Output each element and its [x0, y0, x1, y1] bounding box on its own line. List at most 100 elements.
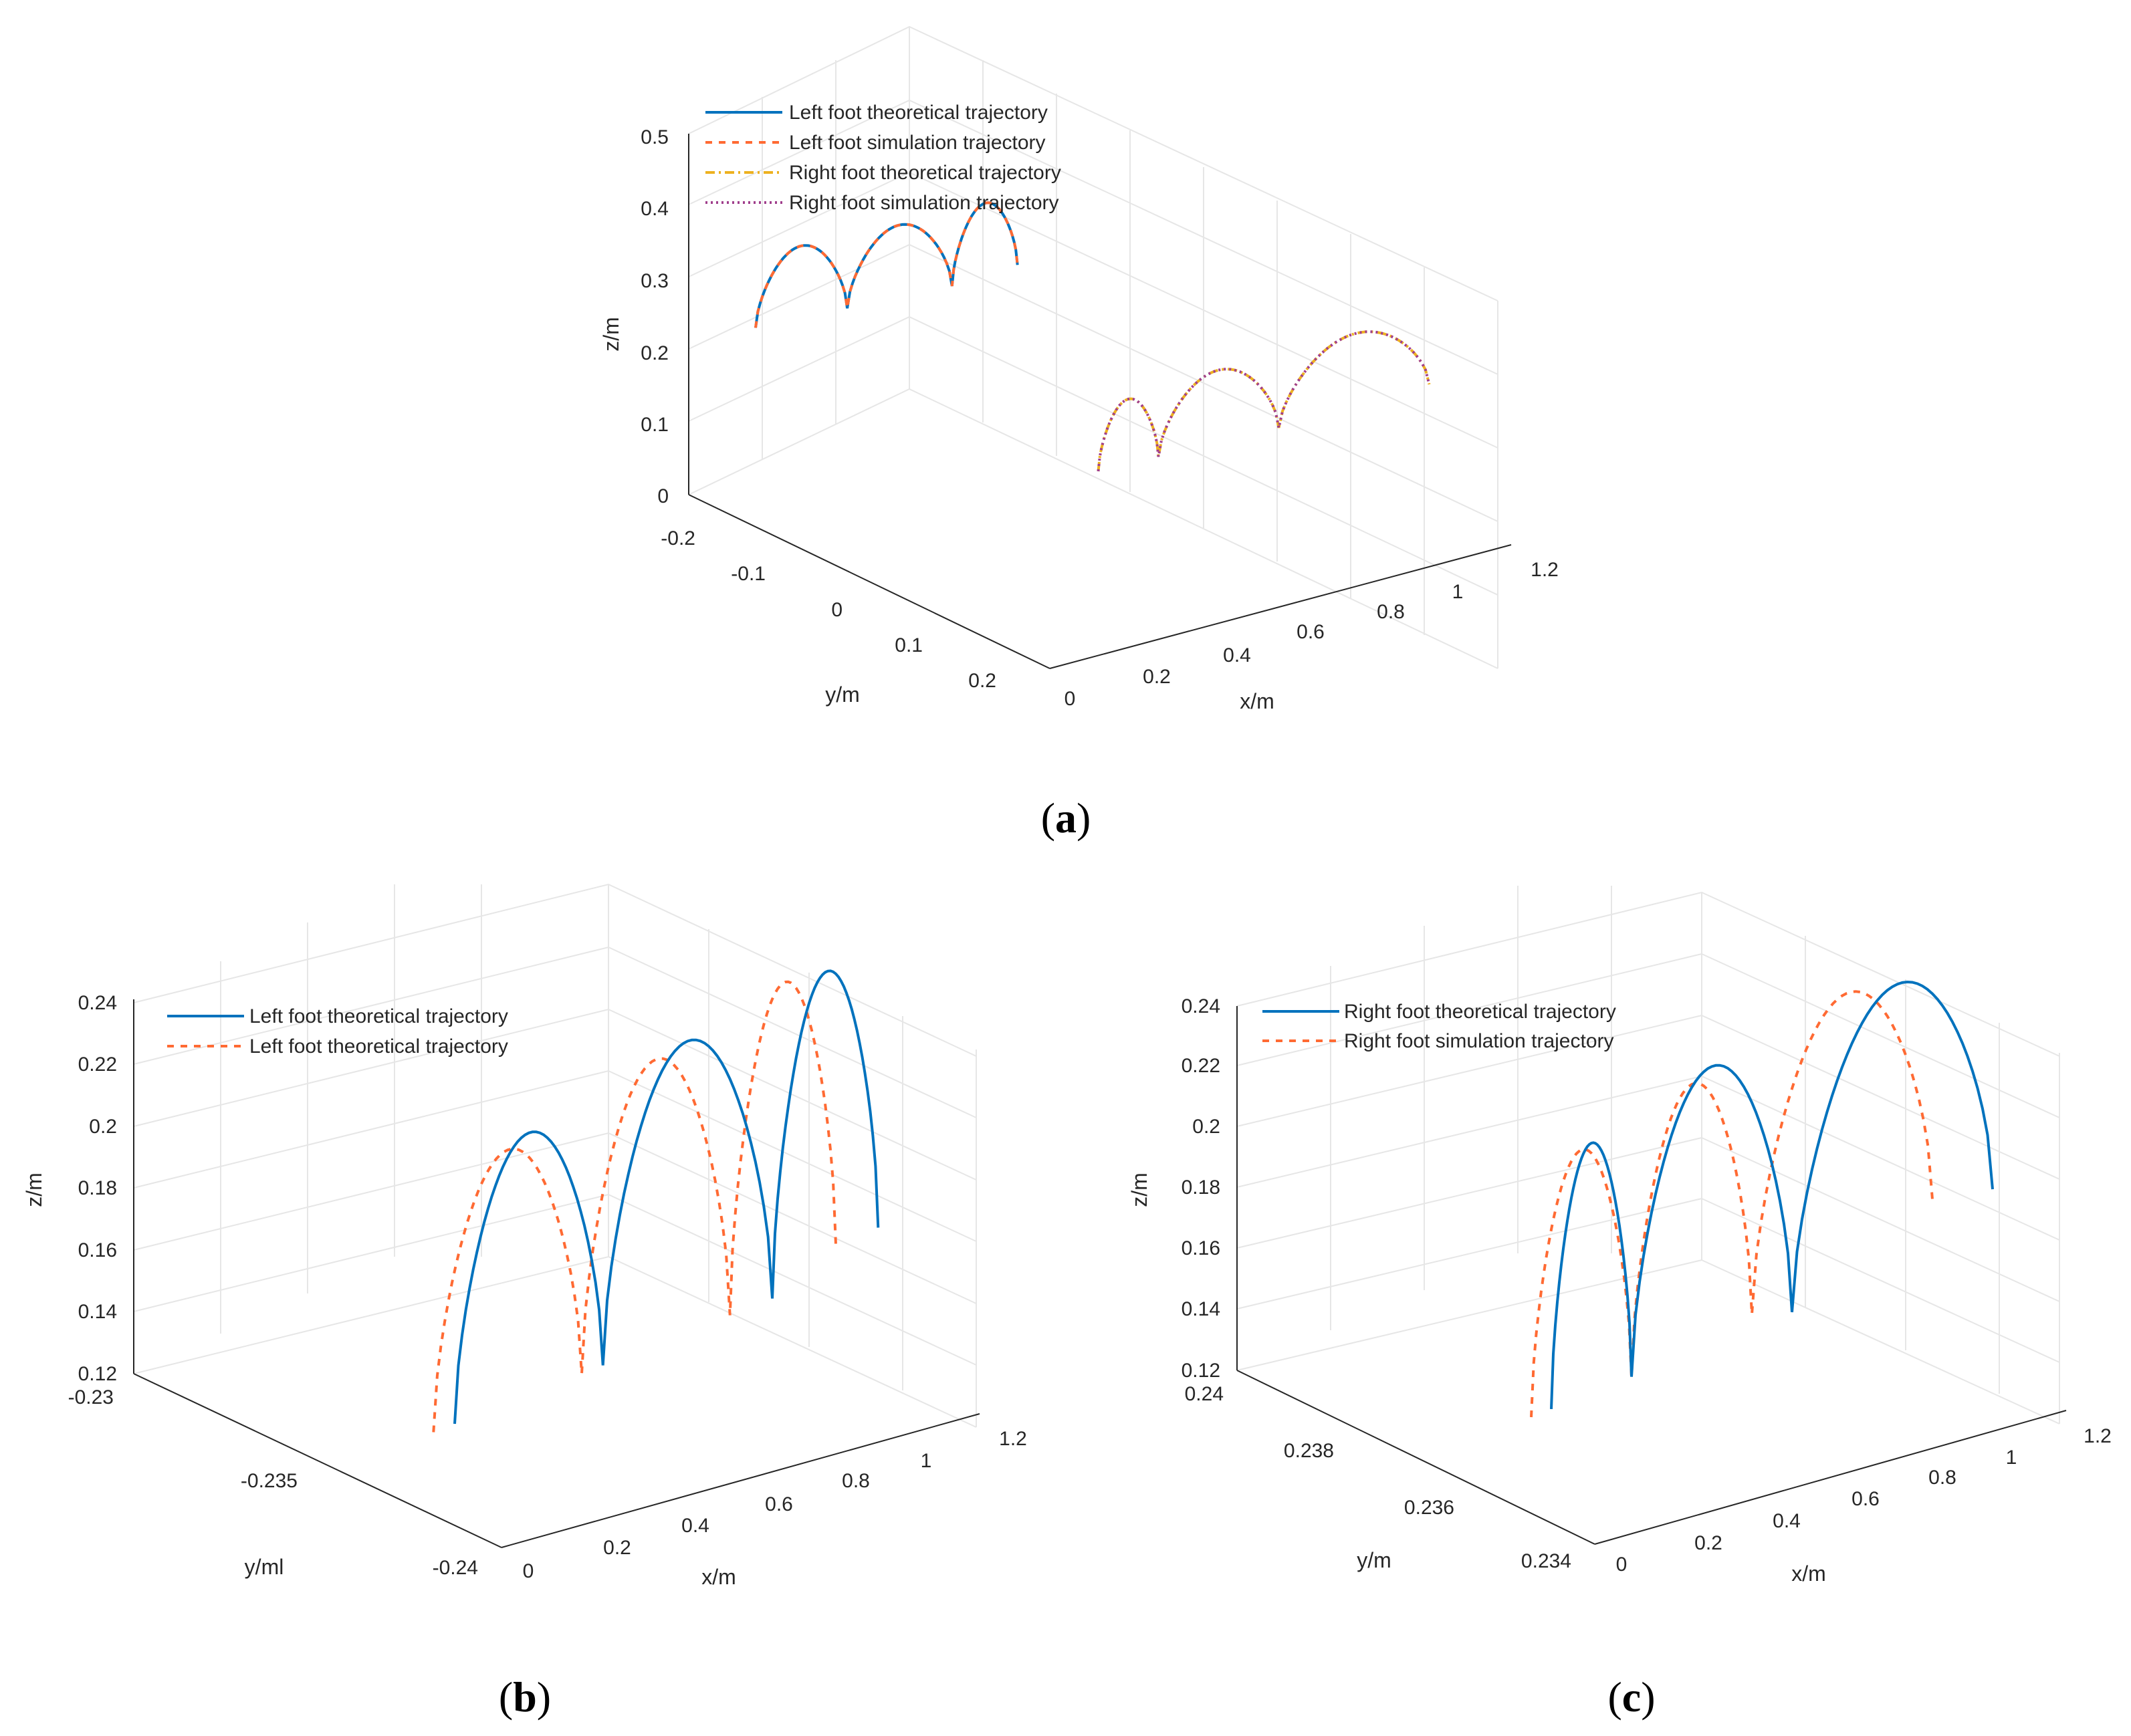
y-tick: 0.238 — [1284, 1440, 1334, 1462]
x-tick: 0.2 — [1143, 666, 1171, 688]
z-label-c: z/m — [1127, 1172, 1151, 1207]
series-line-right-sim — [1530, 990, 1934, 1418]
y-tick: -0.2 — [661, 527, 695, 549]
legend-label: Right foot theoretical trajectory — [1344, 1001, 1616, 1023]
legend-a: Left foot theoretical trajectory Left fo… — [705, 102, 1061, 214]
caption-c: (c) — [1607, 1673, 1655, 1721]
x-tick: 0.6 — [765, 1493, 793, 1515]
grid-b — [133, 883, 977, 1428]
x-ticks-a: 0 0.2 0.4 0.6 0.8 1 1.2 — [1064, 559, 1559, 710]
legend-label: Right foot theoretical trajectory — [789, 162, 1061, 184]
x-tick: 0.4 — [681, 1515, 709, 1537]
x-tick: 0.8 — [1928, 1467, 1956, 1489]
legend-label: Left foot theoretical trajectory — [789, 102, 1048, 124]
caption-close: ) — [1077, 794, 1091, 842]
z-tick: 0.16 — [1182, 1237, 1220, 1259]
y-tick: 0.2 — [968, 670, 996, 692]
z-tick: 0.3 — [641, 270, 669, 292]
x-tick: 0 — [1064, 688, 1076, 710]
caption-close: ) — [537, 1673, 551, 1721]
z-tick: 0.24 — [1182, 995, 1220, 1017]
z-tick: 0 — [657, 485, 669, 507]
x-label-b: x/m — [701, 1565, 736, 1589]
y-label-c: y/m — [1357, 1548, 1391, 1572]
legend-label: Left foot theoretical trajectory — [249, 1035, 508, 1058]
z-label-a: z/m — [599, 317, 623, 352]
x-tick: 0.6 — [1297, 621, 1325, 643]
y-tick: 0.234 — [1521, 1550, 1571, 1572]
x-tick: 0.4 — [1773, 1510, 1801, 1532]
caption-letter: a — [1055, 794, 1077, 842]
x-tick: 0.2 — [603, 1537, 631, 1559]
y-tick: -0.235 — [241, 1470, 298, 1492]
y-ticks-a: -0.2 -0.1 0 0.1 0.2 — [661, 527, 996, 692]
caption-open: ( — [499, 1673, 513, 1721]
y-tick: 0 — [831, 599, 843, 621]
panel-b: 0.12 0.14 0.16 0.18 0.2 0.22 0.24 z/m -0… — [22, 883, 1027, 1721]
legend-label: Right foot simulation trajectory — [789, 192, 1059, 214]
y-label-a: y/m — [825, 683, 860, 707]
z-tick: 0.14 — [78, 1301, 117, 1323]
x-tick: 0.6 — [1852, 1488, 1880, 1510]
grid-a — [688, 25, 1498, 669]
caption-open: ( — [1041, 794, 1055, 842]
series-line-left-theory — [754, 201, 1019, 328]
legend-label: Right foot simulation trajectory — [1344, 1030, 1614, 1052]
panel-a: 0 0.1 0.2 0.3 0.4 0.5 z/m -0.2 -0.1 0 0.… — [599, 25, 1559, 842]
z-tick: 0.24 — [78, 992, 117, 1014]
series-line-left-solid — [453, 969, 880, 1424]
panel-c: 0.12 0.14 0.16 0.18 0.2 0.22 0.24 z/m 0.… — [1127, 886, 2112, 1721]
x-tick: 0 — [1616, 1554, 1628, 1576]
x-ticks-c: 0 0.2 0.4 0.6 0.8 1 1.2 — [1616, 1425, 2112, 1576]
z-tick: 0.12 — [78, 1363, 117, 1385]
z-tick: 0.2 — [1192, 1116, 1220, 1138]
z-tick: 0.18 — [1182, 1176, 1220, 1199]
z-tick: 0.22 — [78, 1053, 117, 1076]
z-tick: 0.12 — [1182, 1360, 1220, 1382]
legend-label: Left foot simulation trajectory — [789, 132, 1046, 154]
x-tick: 0.8 — [842, 1470, 870, 1492]
series-line-left-sim — [754, 201, 1019, 328]
x-tick: 1.2 — [999, 1428, 1027, 1450]
z-tick: 0.14 — [1182, 1298, 1220, 1320]
y-tick: -0.1 — [731, 563, 766, 585]
x-ticks-b: 0 0.2 0.4 0.6 0.8 1 1.2 — [523, 1428, 1027, 1582]
x-tick: 0.8 — [1377, 601, 1405, 623]
x-tick: 1.2 — [1531, 559, 1559, 581]
caption-open: ( — [1607, 1673, 1621, 1721]
legend-label: Left foot theoretical trajectory — [249, 1005, 508, 1027]
x-tick: 0.4 — [1223, 644, 1251, 666]
x-tick: 0 — [523, 1560, 534, 1582]
caption-b: (b) — [499, 1673, 551, 1721]
caption-letter: b — [513, 1673, 537, 1721]
series-c — [1530, 980, 1994, 1418]
z-ticks-a: 0 0.1 0.2 0.3 0.4 0.5 — [641, 126, 669, 507]
z-tick: 0.4 — [641, 198, 669, 220]
y-tick: -0.24 — [433, 1557, 478, 1579]
series-line-right-theory — [1097, 330, 1431, 472]
y-ticks-b: -0.23 -0.235 -0.24 — [68, 1386, 478, 1579]
x-tick: 1 — [1452, 581, 1464, 603]
legend-b: Left foot theoretical trajectory Left fo… — [167, 1005, 508, 1058]
z-tick: 0.5 — [641, 126, 669, 148]
x-tick: 1 — [921, 1450, 932, 1472]
z-tick: 0.2 — [641, 342, 669, 364]
z-ticks-b: 0.12 0.14 0.16 0.18 0.2 0.22 0.24 — [78, 992, 117, 1385]
z-tick: 0.16 — [78, 1239, 117, 1261]
axes-a — [688, 134, 1512, 669]
z-tick: 0.2 — [89, 1116, 117, 1138]
x-tick: 0.2 — [1694, 1532, 1722, 1554]
y-ticks-c: 0.24 0.238 0.236 0.234 — [1185, 1383, 1571, 1572]
z-ticks-c: 0.12 0.14 0.16 0.18 0.2 0.22 0.24 — [1182, 995, 1220, 1382]
series-a — [754, 201, 1431, 472]
series-line-left-dashed — [432, 980, 837, 1433]
y-label-b: y/ml — [245, 1555, 284, 1579]
caption-close: ) — [1641, 1673, 1655, 1721]
axes-b — [133, 999, 980, 1548]
y-tick: 0.1 — [895, 634, 923, 656]
z-label-b: z/m — [22, 1172, 46, 1207]
y-tick: -0.23 — [68, 1386, 114, 1408]
y-tick: 0.24 — [1185, 1383, 1224, 1405]
grid-c — [1236, 886, 2060, 1424]
